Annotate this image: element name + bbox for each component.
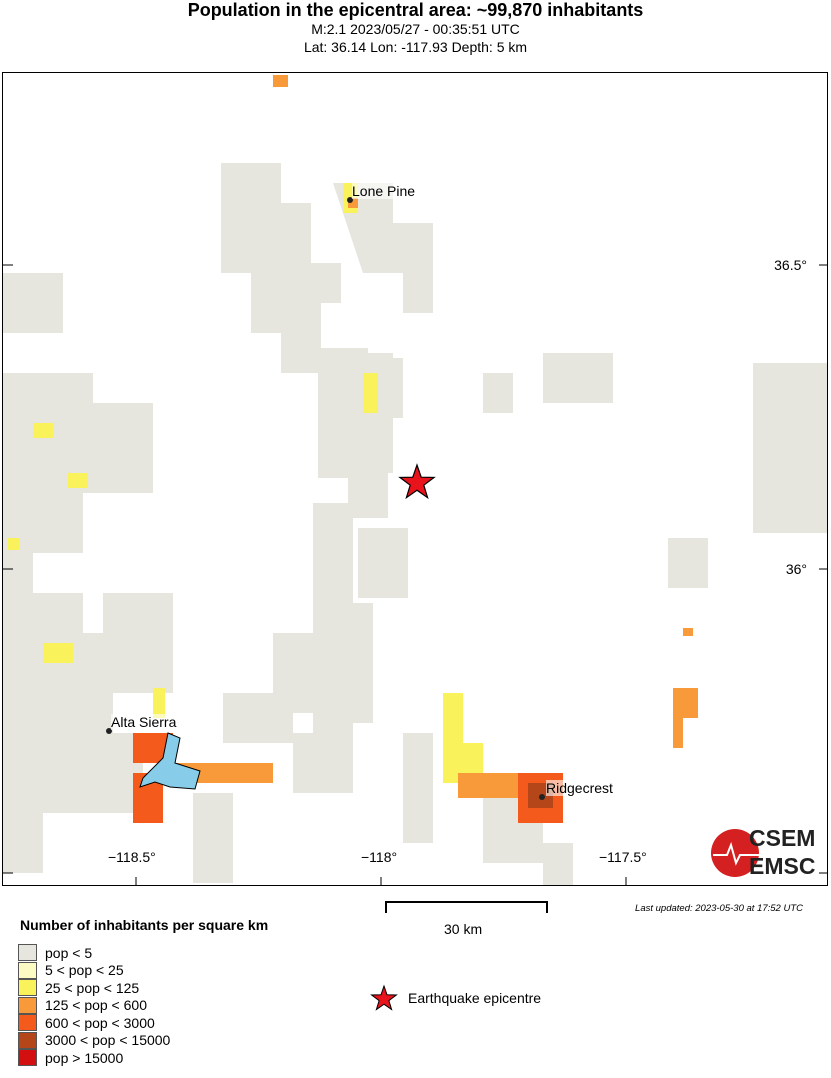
legend-swatch bbox=[18, 1031, 37, 1049]
scale-bar bbox=[385, 901, 548, 913]
map-layer bbox=[3, 75, 827, 885]
lat-tick-36-5: 36.5° bbox=[774, 257, 807, 273]
low-density-areas bbox=[3, 163, 827, 885]
lake-isabella bbox=[139, 732, 201, 790]
legend-label: pop > 15000 bbox=[45, 1049, 124, 1066]
scale-bar-label: 30 km bbox=[444, 921, 483, 937]
city-label-ridgecrest: Ridgecrest bbox=[546, 780, 613, 796]
city-markers bbox=[106, 197, 545, 800]
legend-swatch bbox=[18, 961, 37, 979]
lat-tick-36: 36° bbox=[785, 561, 807, 577]
legend-item: 25 < pop < 125 bbox=[18, 979, 139, 997]
legend-item: 5 < pop < 25 bbox=[18, 961, 124, 980]
legend-swatch bbox=[18, 1014, 37, 1032]
legend-item: 3000 < pop < 15000 bbox=[18, 1031, 171, 1050]
red-star-icon bbox=[370, 984, 398, 1011]
city-label-lone-pine: Lone Pine bbox=[352, 183, 416, 199]
legend-item: 125 < pop < 600 bbox=[18, 996, 147, 1015]
legend-item: 600 < pop < 3000 bbox=[18, 1014, 155, 1032]
lon-tick-118-5: −118.5° bbox=[108, 849, 156, 865]
legend-swatch bbox=[18, 979, 37, 997]
event-info: M:2.1 2023/05/27 - 00:35:51 UTC bbox=[311, 21, 520, 37]
city-label-alta-sierra: Alta Sierra bbox=[111, 714, 177, 730]
map-title: Population in the epicentral area: ~99,8… bbox=[187, 0, 644, 20]
legend-item: pop > 15000 bbox=[18, 1049, 123, 1067]
lon-tick-118: −118° bbox=[361, 849, 398, 865]
legend-item: pop < 5 bbox=[18, 944, 92, 962]
legend-label: 125 < pop < 600 bbox=[45, 997, 147, 1014]
legend-label: 3000 < pop < 15000 bbox=[45, 1032, 171, 1049]
epicentre-star-icon bbox=[398, 463, 436, 500]
legend-swatch bbox=[18, 944, 37, 962]
legend-epicentre: Earthquake epicentre bbox=[370, 984, 541, 1012]
legend-label: 600 < pop < 3000 bbox=[45, 1014, 155, 1031]
event-location: Lat: 36.14 Lon: -117.93 Depth: 5 km bbox=[303, 39, 528, 55]
legend-label: 25 < pop < 125 bbox=[45, 979, 140, 996]
legend-epicentre-label: Earthquake epicentre bbox=[408, 990, 542, 1006]
last-updated: Last updated: 2023-05-30 at 17:52 UTC bbox=[635, 903, 803, 914]
legend-swatch bbox=[18, 1049, 37, 1067]
legend-label: 5 < pop < 25 bbox=[45, 962, 124, 979]
lon-tick-117-5: −117.5° bbox=[599, 849, 647, 865]
legend-title: Number of inhabitants per square km bbox=[20, 917, 269, 933]
population-map[interactable]: Lone Pine Alta Sierra Ridgecrest 36.5° 3… bbox=[2, 72, 828, 886]
map-ticks bbox=[3, 264, 827, 885]
emsc-logo: CSEM EMSC bbox=[709, 825, 821, 881]
legend-label: pop < 5 bbox=[45, 944, 93, 961]
legend-swatch bbox=[18, 996, 37, 1014]
